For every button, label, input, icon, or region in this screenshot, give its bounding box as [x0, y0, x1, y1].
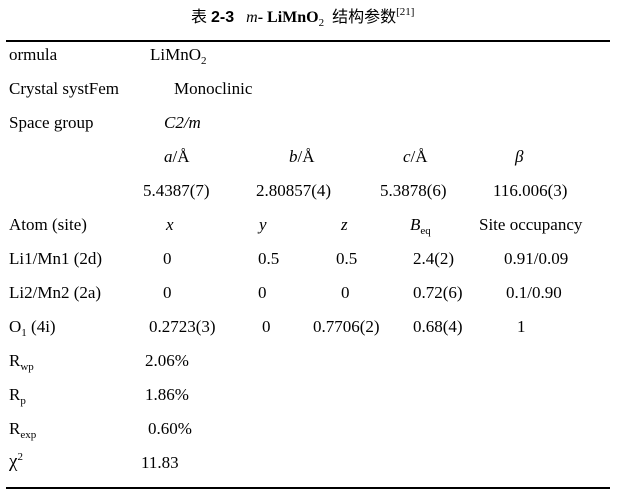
atom-row-3-wyckoff: (4i): [26, 317, 56, 336]
space-group-label: Space group: [9, 113, 94, 132]
atom-row-2-occ: 0.1/0.90: [506, 283, 562, 302]
formula-text: LiMnO: [150, 45, 201, 64]
stat-rexp-symbol: R: [9, 419, 21, 438]
formula-sub: 2: [201, 55, 207, 67]
atom-row-3-site: O1 (4i): [9, 317, 56, 339]
caption-compound-italic: m: [246, 9, 258, 26]
crystal-system-value: Monoclinic: [174, 79, 253, 98]
bottom-rule: [6, 487, 610, 489]
stat-chi2-sup: 2: [17, 451, 23, 463]
atom-row-1-occ: 0.91/0.09: [504, 249, 569, 268]
atom-row-2-z: 0: [341, 283, 350, 302]
lattice-header-c: c/Å: [403, 148, 428, 165]
formula-label: ormula: [9, 45, 58, 64]
lattice-unit-b: /Å: [297, 147, 315, 166]
atom-row-3-beq: 0.68(4): [413, 317, 463, 336]
stat-rexp-label: Rexp: [9, 419, 36, 441]
stat-rwp-symbol: R: [9, 351, 21, 370]
crystal-system-label: Crystal systFem: [9, 79, 120, 98]
lattice-value-c: 5.3878(6): [380, 181, 447, 200]
lattice-header-a: a/Å: [164, 148, 190, 165]
lattice-var-a: a: [164, 147, 173, 166]
table-caption: 表 2-3 m- LiMnO2 结构参数[21]: [191, 7, 414, 29]
atom-row-1-site: Li1/Mn1 (2d): [9, 249, 103, 268]
atom-row-2-y: 0: [258, 283, 267, 302]
lattice-value-b: 2.80857(4): [256, 181, 332, 200]
stat-rp-label: Rp: [9, 385, 26, 407]
beq-symbol: B: [410, 215, 421, 234]
lattice-unit-c: /Å: [410, 147, 428, 166]
atom-header-site: Atom (site): [9, 215, 87, 234]
caption-compound: - LiMnO: [257, 9, 319, 26]
caption-title-suffix: 结构参数: [332, 9, 397, 26]
atom-row-1-z: 0.5: [336, 249, 358, 268]
beq-sub: eq: [420, 225, 431, 237]
space-group-value: C2/m: [164, 113, 201, 132]
atom-header-beq: Beq: [410, 215, 431, 237]
stat-chi2-value: 11.83: [141, 453, 179, 472]
stat-chi2-label: χ2: [9, 451, 23, 472]
stat-rp-value: 1.86%: [145, 385, 189, 404]
stat-rexp-value: 0.60%: [148, 419, 192, 438]
stat-rp-sub: p: [20, 395, 26, 407]
top-rule: [6, 40, 610, 42]
atom-row-3-sub: 1: [21, 327, 27, 339]
caption-number: 2-3: [211, 9, 235, 26]
formula-value: LiMnO2: [150, 45, 207, 67]
atom-row-3-x: 0.2723(3): [149, 317, 216, 336]
stat-rwp-value: 2.06%: [145, 351, 189, 370]
atom-row-2-site: Li2/Mn2 (2a): [9, 283, 102, 302]
lattice-var-b: b: [289, 147, 298, 166]
atom-row-3-z: 0.7706(2): [313, 317, 380, 336]
atom-header-occupancy: Site occupancy: [479, 215, 583, 234]
stat-rwp-sub: wp: [20, 361, 34, 373]
caption-ref: [21]: [396, 6, 415, 18]
stat-chi2-symbol: χ: [9, 451, 18, 472]
lattice-value-beta: 116.006(3): [493, 181, 568, 200]
lattice-header-b: b/Å: [289, 148, 315, 165]
atom-header-x: x: [166, 215, 174, 234]
caption-compound-sub: 2: [318, 17, 325, 29]
atom-row-3-occ: 1: [517, 317, 526, 336]
lattice-var-c: c: [403, 147, 411, 166]
atom-row-3-y: 0: [262, 317, 271, 336]
lattice-header-beta: β: [515, 147, 524, 166]
atom-row-1-x: 0: [163, 249, 172, 268]
caption-prefix: 表: [191, 9, 208, 26]
lattice-value-a: 5.4387(7): [143, 181, 210, 200]
atom-row-2-beq: 0.72(6): [413, 283, 463, 302]
atom-row-1-beq: 2.4(2): [413, 249, 455, 268]
atom-header-z: z: [341, 215, 348, 234]
atom-row-3-element: O: [9, 317, 22, 336]
stat-rexp-sub: exp: [20, 429, 37, 441]
stat-rwp-label: Rwp: [9, 351, 34, 373]
atom-row-2-x: 0: [163, 283, 172, 302]
atom-header-y: y: [259, 215, 267, 234]
stat-rp-symbol: R: [9, 385, 21, 404]
atom-row-1-y: 0.5: [258, 249, 280, 268]
lattice-unit-a: /Å: [172, 147, 190, 166]
